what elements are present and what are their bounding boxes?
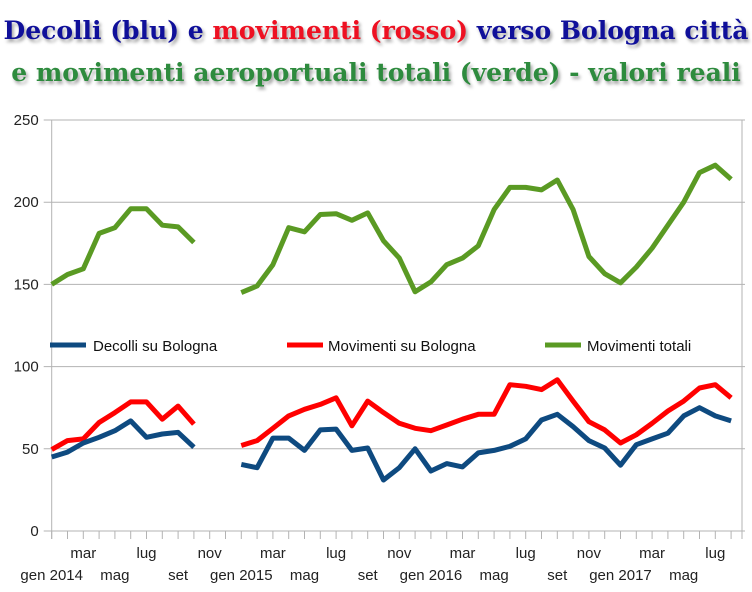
y-tick-label: 200 (14, 194, 39, 211)
x-tick-label: mag (290, 567, 319, 584)
legend-label: Movimenti totali (587, 338, 691, 355)
x-tick-label: mar (639, 545, 665, 562)
series-line-movimenti-su-bologna (50, 399, 196, 452)
series-line-movimenti-totali (50, 206, 196, 287)
series-line-decolli-su-bologna (240, 405, 732, 483)
x-tick-label: mar (70, 545, 96, 562)
x-tick-label: set (358, 567, 379, 584)
x-tick-label: gen 2016 (400, 567, 463, 584)
x-tick-label: lug (326, 545, 346, 562)
x-tick-label: mar (260, 545, 286, 562)
x-tick-label: nov (577, 545, 602, 562)
x-tick-label: nov (198, 545, 223, 562)
x-tick-label: set (168, 567, 189, 584)
x-tick-label: gen 2017 (589, 567, 652, 584)
title-segment: Decolli (blu) e (3, 16, 213, 45)
series-line-movimenti-totali (240, 162, 733, 295)
chart-title-line-2: e movimenti aeroportuali totali (verde) … (0, 58, 752, 87)
title-segment: e movimenti aeroportuali totali (verde) … (11, 58, 741, 87)
x-tick-label: mar (450, 545, 476, 562)
legend-label: Decolli su Bologna (93, 338, 218, 355)
y-tick-label: 250 (14, 112, 39, 129)
x-tick-label: mag (100, 567, 129, 584)
y-tick-label: 150 (14, 276, 39, 293)
legend-label: Movimenti su Bologna (328, 338, 476, 355)
series-line-movimenti-su-bologna (240, 377, 733, 448)
y-tick-label: 50 (22, 441, 39, 458)
x-tick-label: gen 2014 (20, 567, 83, 584)
chart-title-line-1: Decolli (blu) e movimenti (rosso) verso … (0, 16, 752, 45)
x-tick-label: lug (516, 545, 536, 562)
y-tick-label: 0 (30, 523, 38, 540)
title-segment: verso Bologna città (468, 16, 749, 45)
series-line-decolli-su-bologna (50, 418, 196, 460)
title-segment: movimenti (rosso) (212, 16, 469, 45)
x-tick-label: mag (480, 567, 509, 584)
x-tick-label: mag (669, 567, 698, 584)
x-tick-label: nov (387, 545, 412, 562)
x-tick-label: set (547, 567, 568, 584)
y-tick-label: 100 (14, 359, 39, 376)
x-tick-label: lug (705, 545, 725, 562)
x-tick-label: gen 2015 (210, 567, 273, 584)
x-tick-label: lug (136, 545, 156, 562)
